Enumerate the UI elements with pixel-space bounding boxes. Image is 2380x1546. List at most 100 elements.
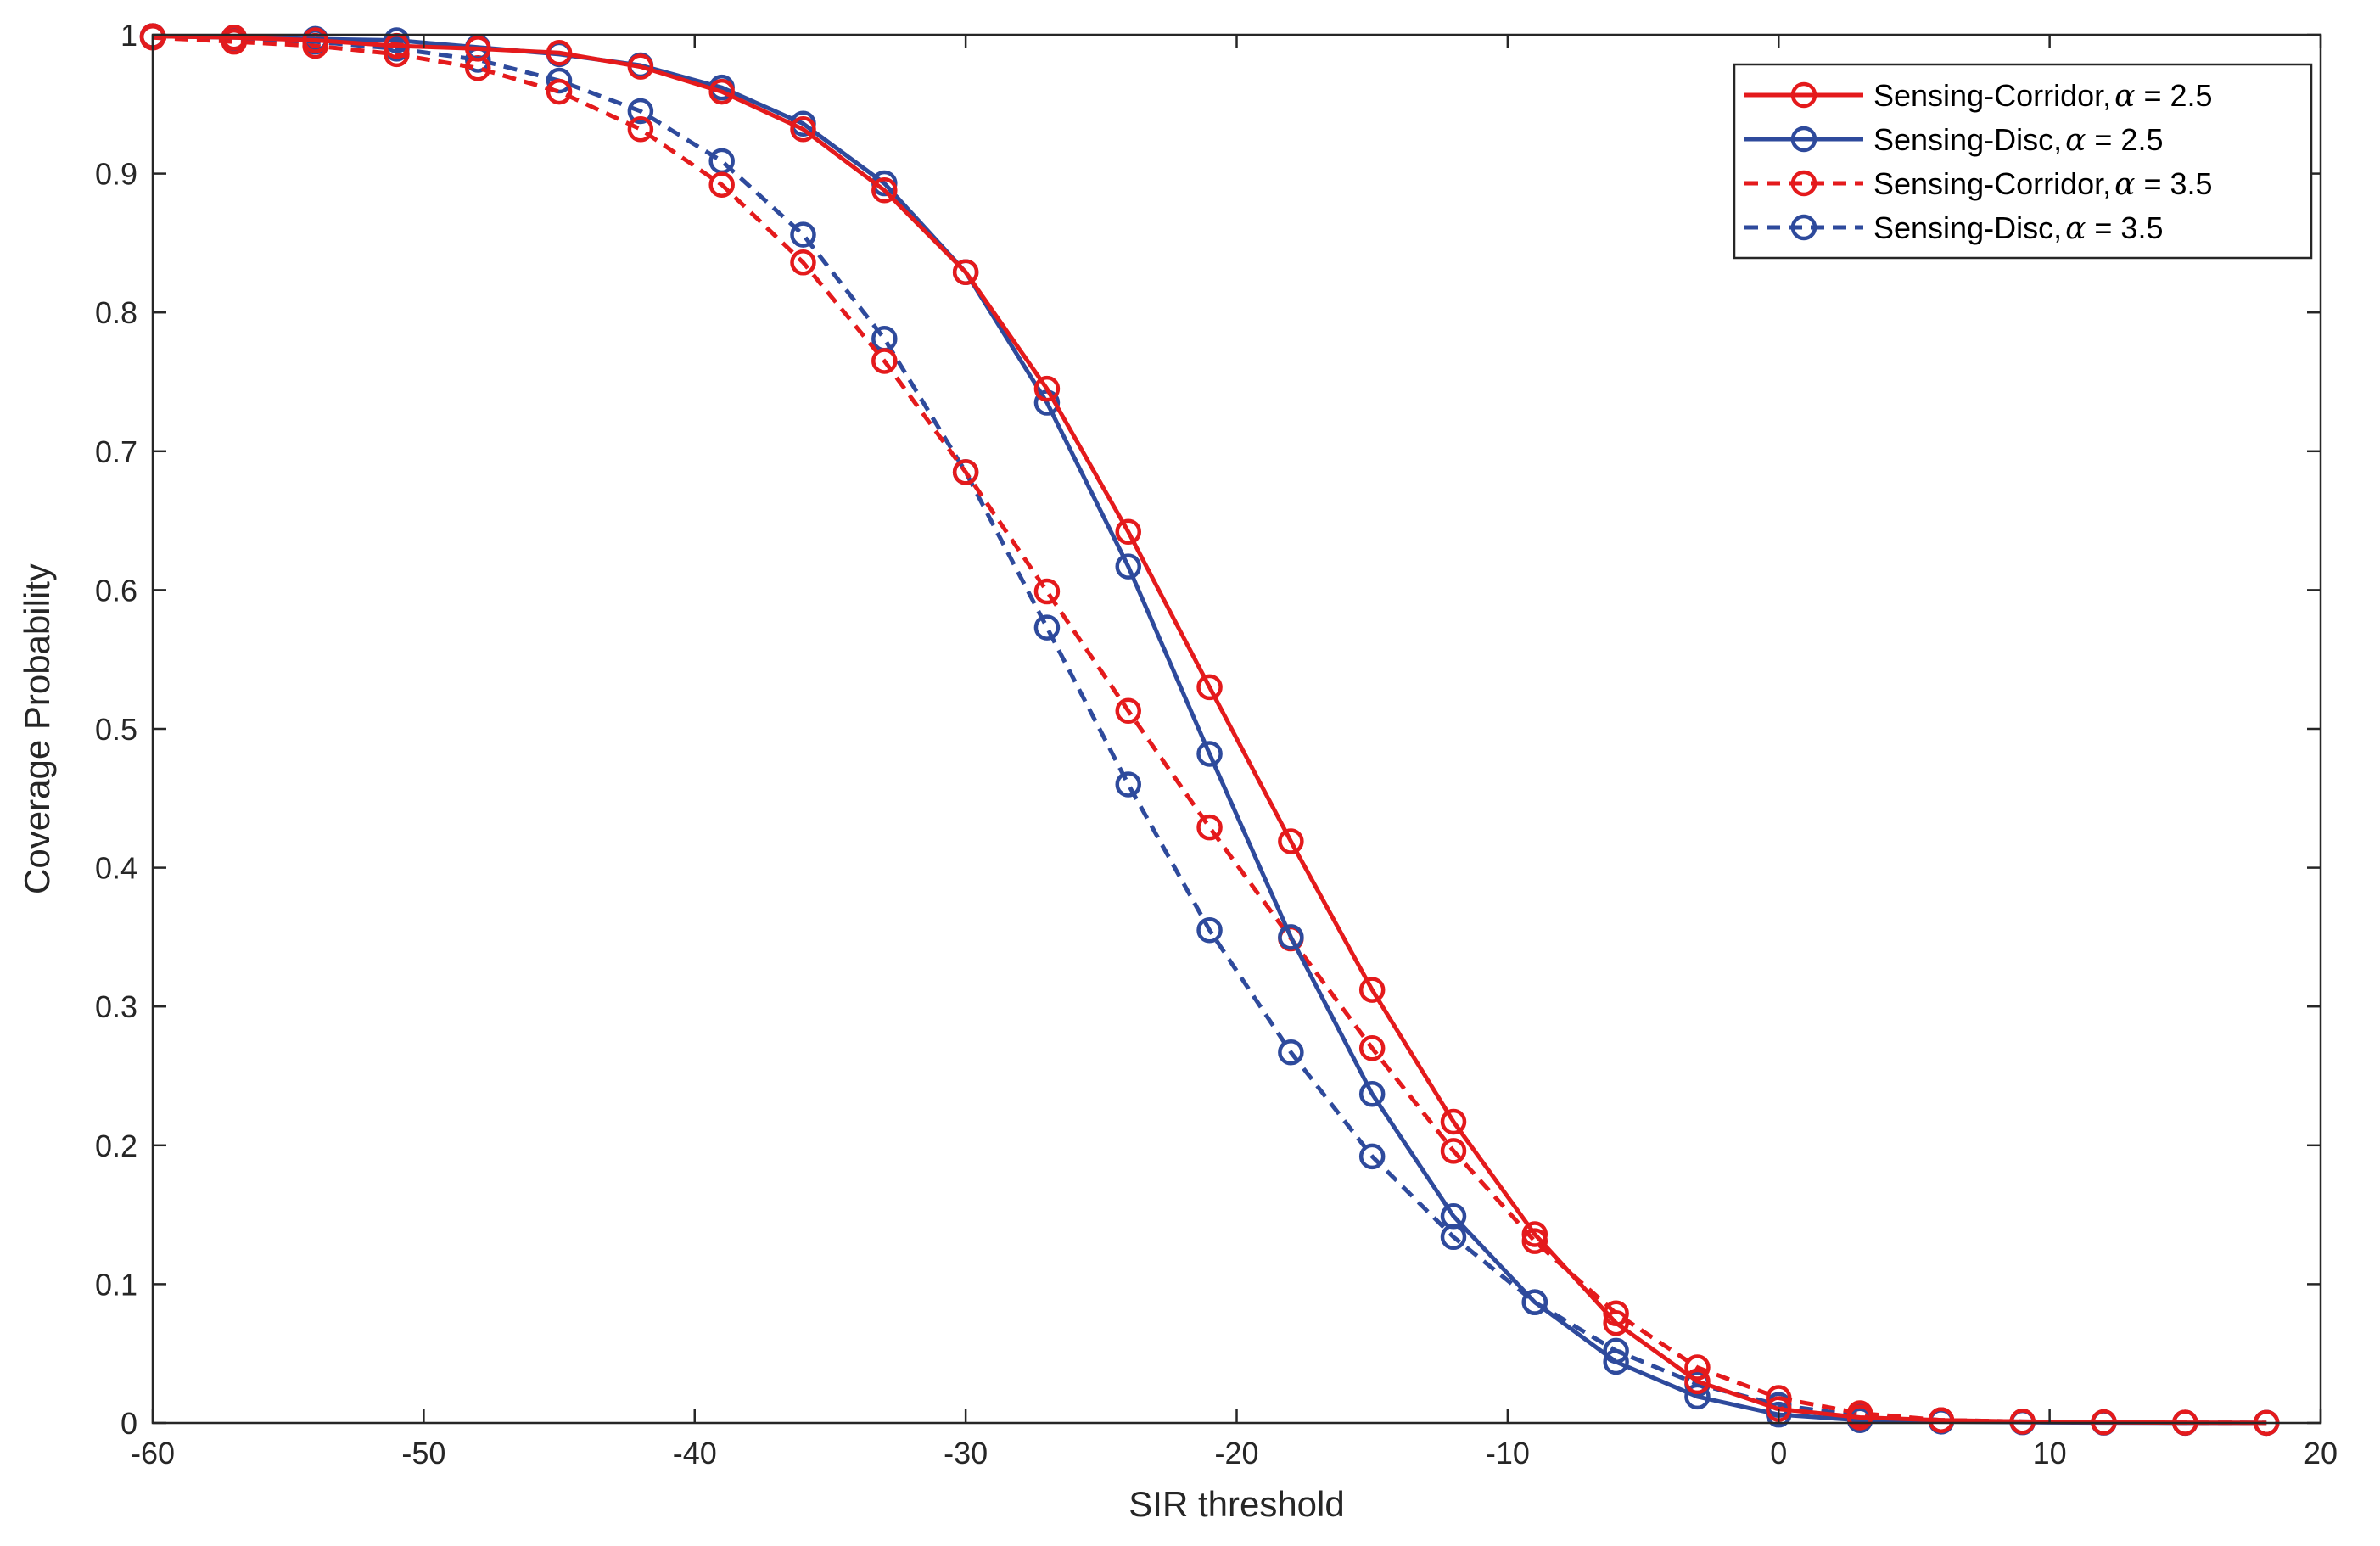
legend-label-name: Sensing-Disc, xyxy=(1873,210,2062,245)
legend-label-value: = 3.5 xyxy=(2135,166,2212,201)
legend-label-alpha: α xyxy=(2114,79,2135,114)
data-point xyxy=(627,116,654,143)
legend-marker-sample xyxy=(1790,214,1817,241)
x-tick-label: -30 xyxy=(944,1436,988,1470)
legend-marker-sample xyxy=(1790,81,1817,109)
data-point xyxy=(1278,1039,1304,1066)
legend-label-value: = 2.5 xyxy=(2086,122,2163,157)
data-point xyxy=(1115,553,1141,580)
legend-marker-sample xyxy=(1790,126,1817,153)
y-tick-label: 0.2 xyxy=(95,1129,137,1163)
data-point xyxy=(1358,1035,1386,1061)
x-tick-label: -40 xyxy=(673,1436,717,1470)
data-point xyxy=(790,116,816,143)
data-point xyxy=(1521,1289,1548,1315)
x-axis-label: SIR threshold xyxy=(1128,1484,1344,1524)
data-point xyxy=(302,27,328,53)
legend-label-alpha: α xyxy=(2114,167,2135,202)
y-tick-label: 0.7 xyxy=(95,434,137,469)
y-tick-label: 0.3 xyxy=(95,989,137,1024)
legend-label-alpha: α xyxy=(2065,211,2086,246)
data-point xyxy=(871,348,898,374)
legend-label-name: Sensing-Disc, xyxy=(1873,122,2062,157)
axes-layer: -60 -50 -40 -30 -20 -10 0 10 20 0 0.1 0.2 0.3 0.4 0.5 0… xyxy=(95,18,2338,1470)
data-point xyxy=(384,41,410,68)
legend-marker-sample xyxy=(1790,170,1817,197)
legend-label-alpha: α xyxy=(2065,123,2086,158)
data-point xyxy=(790,221,816,248)
data-point xyxy=(1278,828,1304,854)
data-point xyxy=(1603,1309,1629,1336)
data-point xyxy=(1196,814,1223,841)
data-point xyxy=(221,25,248,51)
data-point xyxy=(627,53,654,80)
data-point xyxy=(546,78,573,105)
data-point xyxy=(1115,697,1141,724)
data-point xyxy=(871,176,898,204)
legend-label: Sensing-Corridor, α = 2.5 xyxy=(1873,78,2213,114)
y-tick-label: 0.5 xyxy=(95,712,137,747)
x-tick-label: 0 xyxy=(1770,1436,1787,1470)
data-point xyxy=(1684,1368,1711,1395)
x-tick-label: 10 xyxy=(2033,1436,2067,1470)
legend-label-name: Sensing-Corridor, xyxy=(1873,166,2111,201)
legend-item: Sensing-Corridor, α = 2.5 xyxy=(1744,78,2213,114)
legend-label: Sensing-Corridor, α = 3.5 xyxy=(1873,166,2213,202)
legend-label: Sensing-Disc, α = 2.5 xyxy=(1873,122,2163,158)
data-point xyxy=(708,78,735,105)
data-point xyxy=(1278,924,1304,950)
y-axis-label: Coverage Probability xyxy=(17,563,57,894)
data-point xyxy=(1846,1404,1873,1431)
series-line xyxy=(152,34,2267,1426)
y-tick-label: 0 xyxy=(120,1406,137,1441)
legend-item: Sensing-Disc, α = 3.5 xyxy=(1744,210,2163,246)
data-point xyxy=(708,171,735,198)
data-point xyxy=(1196,916,1223,944)
x-tick-label: 20 xyxy=(2304,1436,2338,1470)
data-point xyxy=(1358,1081,1386,1107)
y-tick-label: 0.9 xyxy=(95,157,137,192)
y-tick-label: 0.1 xyxy=(95,1267,137,1302)
data-point xyxy=(465,36,491,62)
data-point xyxy=(1440,1202,1467,1230)
legend-item: Sensing-Corridor, α = 3.5 xyxy=(1744,166,2213,202)
data-point xyxy=(546,40,573,66)
x-tick-label: -20 xyxy=(1214,1436,1258,1470)
legend-label-value: = 3.5 xyxy=(2086,210,2163,245)
data-point xyxy=(1115,771,1141,798)
data-point xyxy=(627,98,654,125)
data-point xyxy=(1521,1228,1548,1254)
data-point xyxy=(1521,1221,1548,1247)
data-point xyxy=(2009,1409,2036,1435)
data-point xyxy=(546,67,573,94)
legend-label-value: = 2.5 xyxy=(2135,78,2212,113)
data-point xyxy=(1684,1383,1711,1410)
data-point xyxy=(1928,1407,1955,1433)
data-point xyxy=(1196,741,1223,767)
y-tick-label: 0.6 xyxy=(95,573,137,608)
data-point xyxy=(1358,1143,1386,1170)
data-point xyxy=(1033,578,1061,605)
data-point xyxy=(1033,375,1061,402)
x-tick-label: -10 xyxy=(1486,1436,1530,1470)
y-tick-label: 0.8 xyxy=(95,295,137,330)
legend-box xyxy=(1733,63,2313,260)
data-point xyxy=(1358,977,1386,1003)
x-tick-label: -60 xyxy=(131,1436,175,1470)
legend-label-name: Sensing-Corridor, xyxy=(1873,78,2111,113)
data-point xyxy=(952,259,979,286)
data-point xyxy=(1440,1138,1467,1164)
data-point xyxy=(1196,674,1223,701)
y-tick-label: 0.4 xyxy=(95,851,137,886)
data-point xyxy=(790,249,816,276)
data-point xyxy=(952,459,979,485)
legend-label: Sensing-Disc, α = 3.5 xyxy=(1873,210,2163,246)
data-point xyxy=(1033,614,1061,641)
data-point xyxy=(1115,518,1141,545)
x-tick-label: -50 xyxy=(401,1436,445,1470)
data-point xyxy=(1684,1354,1711,1381)
data-point xyxy=(1440,1108,1467,1135)
legend-item: Sensing-Disc, α = 2.5 xyxy=(1744,122,2163,158)
